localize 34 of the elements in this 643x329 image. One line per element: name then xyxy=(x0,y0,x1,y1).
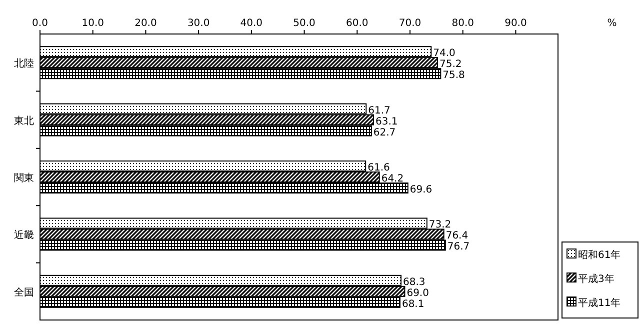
data-label: 62.7 xyxy=(373,127,396,138)
legend-label: 昭和61年 xyxy=(578,249,621,261)
data-label: 69.0 xyxy=(406,288,429,299)
data-label: 68.3 xyxy=(403,276,426,288)
data-label: 75.8 xyxy=(442,70,465,82)
data-label: 75.2 xyxy=(439,59,462,70)
x-tick-label: 70.0 xyxy=(398,18,422,29)
data-label: 63.1 xyxy=(376,116,398,128)
x-tick-label: 0.0 xyxy=(32,18,48,29)
legend-label: 平成11年 xyxy=(578,297,621,309)
data-label: 73.2 xyxy=(428,220,452,231)
data-label: 61.7 xyxy=(368,105,390,116)
y-tick-label: 近畿 xyxy=(14,229,34,242)
y-tick-label: 北陸 xyxy=(14,58,34,70)
data-label: 74.0 xyxy=(433,48,456,60)
x-tick-label: 40.0 xyxy=(240,18,263,29)
x-tick-label: 90.0 xyxy=(504,18,527,29)
data-label: 61.6 xyxy=(368,162,390,174)
data-label: 69.6 xyxy=(410,184,432,196)
y-tick-label: 関東 xyxy=(14,172,34,184)
x-tick-label: 20.0 xyxy=(134,18,157,29)
x-tick-label: 60.0 xyxy=(346,18,368,29)
y-tick-label: 全国 xyxy=(14,286,34,298)
y-tick-label: 東北 xyxy=(14,114,34,127)
x-tick-label: 50.0 xyxy=(293,18,316,29)
x-tick-label: 30.0 xyxy=(187,18,210,29)
data-label: 68.1 xyxy=(402,298,424,310)
x-axis-title: % xyxy=(607,18,617,29)
x-tick-label: 80.0 xyxy=(452,18,474,29)
x-tick-label: 10.0 xyxy=(82,18,104,29)
data-label: 76.7 xyxy=(447,242,470,253)
legend-label: 平成3年 xyxy=(578,273,614,285)
data-label: 76.4 xyxy=(446,230,468,242)
data-label: 64.2 xyxy=(381,174,404,184)
